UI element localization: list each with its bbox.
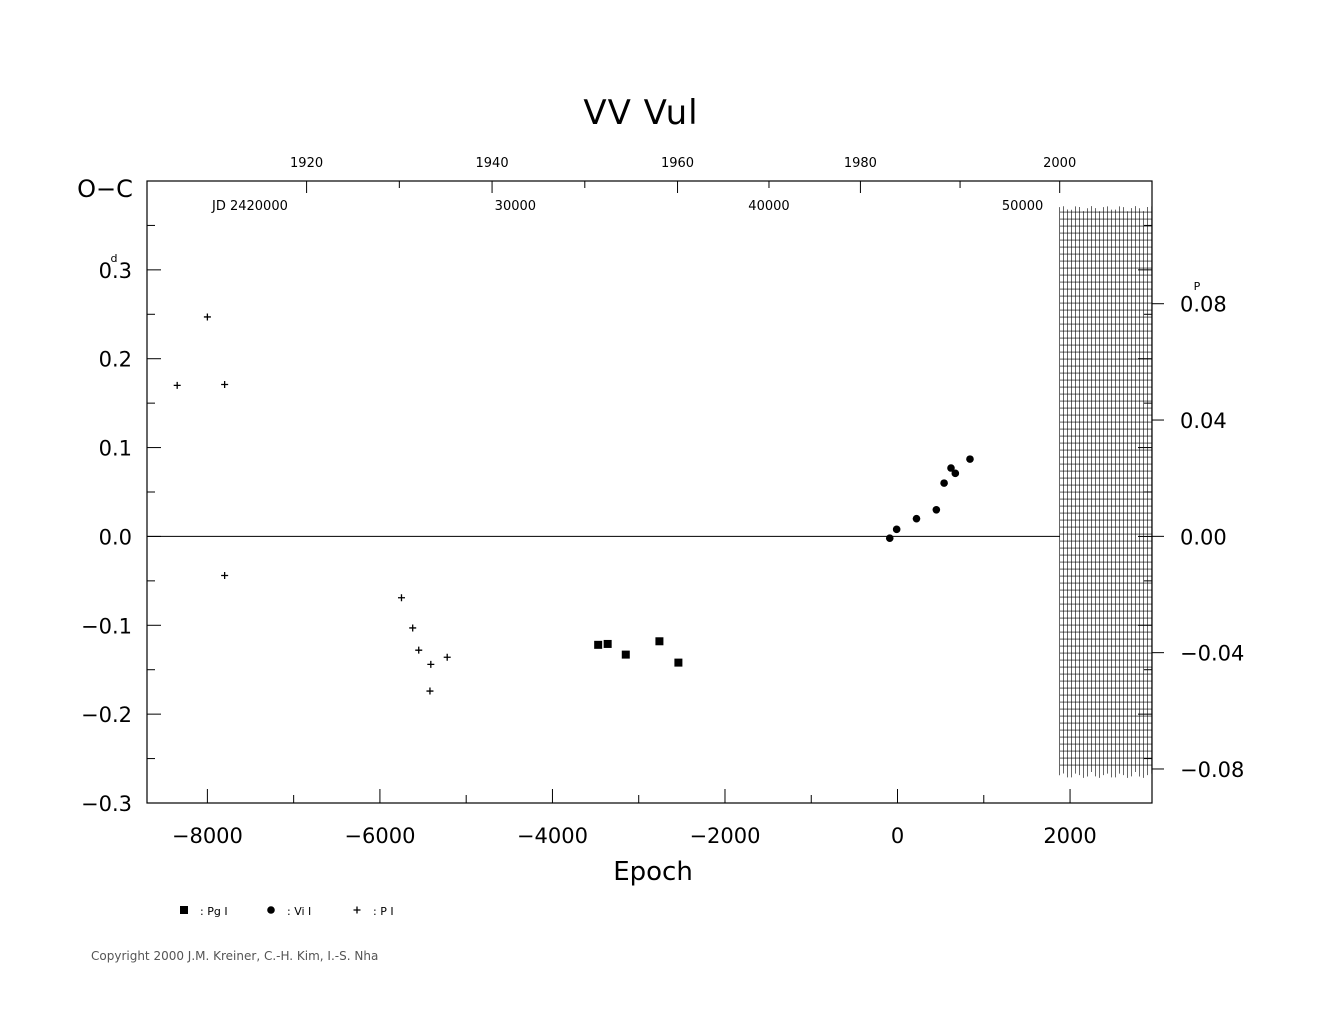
data-point-circle bbox=[892, 525, 901, 534]
y-tick-label: −0.1 bbox=[81, 614, 132, 638]
y2-tick-label: 0.08 bbox=[1180, 293, 1227, 317]
data-point-plus bbox=[221, 572, 229, 580]
legend-label: : Vi I bbox=[287, 905, 311, 918]
plot-frame bbox=[146, 180, 1153, 804]
jd-tick-label: 40000 bbox=[748, 199, 789, 214]
data-point-circle bbox=[912, 514, 921, 523]
data-point-plus bbox=[427, 660, 435, 668]
x-axis-label: Epoch bbox=[613, 857, 693, 887]
data-point-circle bbox=[885, 534, 894, 543]
y-tick-label: −0.3 bbox=[81, 792, 132, 816]
y2-tick-label: 0.04 bbox=[1180, 409, 1227, 433]
data-point-plus bbox=[443, 653, 451, 661]
year-tick-label: 1960 bbox=[661, 156, 694, 171]
legend-label: : Pg I bbox=[200, 905, 228, 918]
legend-marker-circle bbox=[267, 906, 275, 914]
x-tick-label: −4000 bbox=[517, 824, 588, 848]
y2-tick-label: −0.04 bbox=[1180, 642, 1244, 666]
data-point-circle bbox=[966, 455, 974, 463]
legend-marker-square bbox=[180, 906, 188, 914]
y-tick-label: −0.2 bbox=[81, 703, 132, 727]
data-point-plus bbox=[221, 380, 229, 388]
data-point-square bbox=[603, 639, 612, 648]
jd-prefix-label: JD 2420000 bbox=[211, 199, 288, 214]
data-point-plus bbox=[203, 313, 211, 321]
copyright-note: Copyright 2000 J.M. Kreiner, C.-H. Kim, … bbox=[91, 949, 379, 963]
data-point-square bbox=[655, 637, 664, 646]
y-axis-label: O−C bbox=[77, 175, 133, 203]
data-point-square bbox=[621, 650, 630, 659]
y2-unit-label: P bbox=[1194, 280, 1201, 293]
data-point-circle bbox=[932, 505, 941, 514]
y2-tick-label: −0.08 bbox=[1180, 758, 1244, 782]
x-tick-label: −6000 bbox=[344, 824, 415, 848]
data-point-plus bbox=[415, 646, 423, 654]
y-tick-label: 0.3 bbox=[99, 259, 132, 283]
y2-tick-label: 0.00 bbox=[1180, 525, 1227, 549]
legend-marker-plus bbox=[353, 906, 361, 914]
data-point-plus bbox=[426, 687, 434, 695]
year-tick-label: 1920 bbox=[290, 156, 323, 171]
hatched-region bbox=[1059, 206, 1152, 778]
x-tick-label: 2000 bbox=[1043, 824, 1096, 848]
y-tick-label: 0.2 bbox=[99, 348, 132, 372]
y-unit-label: d bbox=[111, 252, 118, 265]
year-tick-label: 1980 bbox=[844, 156, 877, 171]
data-point-circle bbox=[940, 479, 948, 487]
jd-tick-label: 30000 bbox=[495, 199, 536, 214]
data-point-plus bbox=[173, 381, 181, 389]
x-tick-label: −2000 bbox=[689, 824, 760, 848]
jd-tick-label: 50000 bbox=[1002, 199, 1043, 214]
x-tick-label: 0 bbox=[891, 824, 904, 848]
y-tick-label: 0.1 bbox=[99, 437, 132, 461]
year-tick-label: 1940 bbox=[476, 156, 509, 171]
year-tick-label: 2000 bbox=[1043, 156, 1076, 171]
data-point-plus bbox=[397, 594, 405, 602]
chart-title: VV Vul bbox=[583, 93, 698, 133]
data-point-square bbox=[594, 640, 603, 649]
data-point-plus bbox=[409, 624, 417, 632]
data-point-square bbox=[674, 658, 683, 667]
legend-label: : P I bbox=[373, 905, 394, 918]
x-tick-label: −8000 bbox=[172, 824, 243, 848]
y-tick-label: 0.0 bbox=[99, 525, 132, 549]
data-point-circle bbox=[947, 464, 955, 472]
data-point-circle bbox=[951, 469, 960, 478]
